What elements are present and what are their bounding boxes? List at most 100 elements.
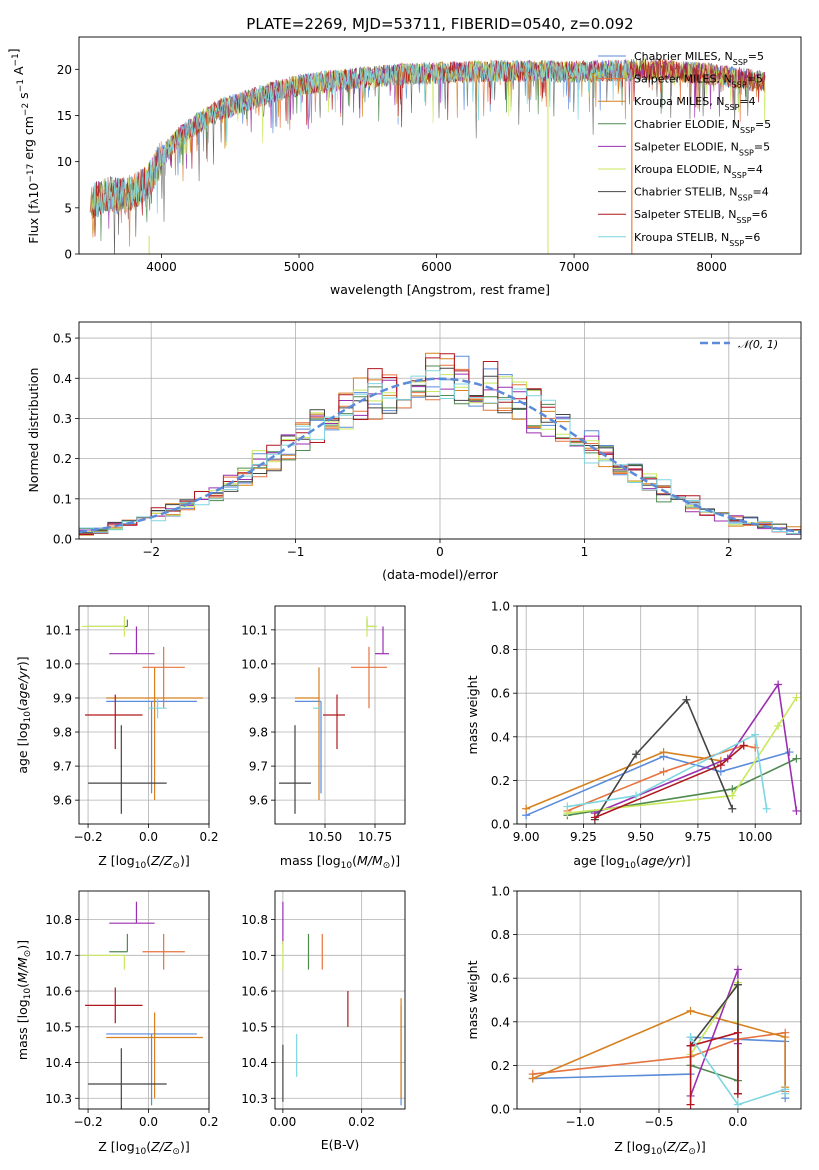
mass_vs_ebv-axes: 0.00 0.02 10.3 10.4 10.5 10.6 10.7 10.8 xyxy=(241,891,405,1129)
mass_weight_vs_age-xtick-label: 9.25 xyxy=(570,830,597,844)
mass_vs_Z-point-kroupa_elodie xyxy=(82,954,125,970)
mass_vs_ebv-ytick-label: 10.6 xyxy=(241,985,268,999)
spectrum-ytick-label: 15 xyxy=(57,109,72,123)
residuals-legend: 𝒩(0, 1) xyxy=(700,338,778,351)
spectrum-ytick-label: 0 xyxy=(64,248,72,262)
hist-step-kroupa_stelib xyxy=(79,370,801,539)
mass_weight_vs_Z-marker-chabrier_stelib xyxy=(733,980,742,989)
age_vs_Z-xtick-label: 0.2 xyxy=(199,830,218,844)
age_vs_mass-xtick-label: 10.75 xyxy=(358,830,392,844)
figure-title: PLATE=2269, MJD=53711, FIBERID=0540, z=0… xyxy=(246,15,633,33)
mass_weight_vs_age-ytick-label: 0.4 xyxy=(491,730,510,744)
age_vs_mass-point-salpeter_stelib xyxy=(323,694,345,750)
age_vs_Z-point-chabrier_stelib xyxy=(88,725,167,814)
spectrum-legend: Chabrier MILES, NSSP=5 Salpeter MILES, NS… xyxy=(598,50,771,247)
age_vs_mass-ytick-label: 9.6 xyxy=(249,794,268,808)
age_vs_Z-point-kroupa_elodie xyxy=(82,616,125,637)
legend-label-chabrier_elodie: Chabrier ELODIE, NSSP=5 xyxy=(634,118,771,135)
mass_weight_vs_Z-marker-salpeter_stelib xyxy=(686,1100,695,1109)
spectrum-xtick-label: 5000 xyxy=(284,260,315,274)
mass_weight_vs_Z-ytick-label: 0.6 xyxy=(491,972,510,986)
residuals-ytick-label: 0.4 xyxy=(53,372,72,386)
mass_weight_vs_age-marker-chabrier_stelib xyxy=(632,750,641,759)
mass_weight_vs_Z-marker-kroupa_miles xyxy=(528,1074,537,1083)
legend-label-salpeter_miles: Salpeter MILES, NSSP=5 xyxy=(634,73,763,90)
legend-label-chabrier_stelib: Chabrier STELIB, NSSP=4 xyxy=(634,186,769,203)
mass_vs_Z-xtick-label: 0.2 xyxy=(199,1115,218,1129)
mass_weight_vs_age-ylabel: mass weight xyxy=(465,675,480,754)
mass_vs_Z-point-chabrier_elodie xyxy=(109,933,128,953)
mass_vs_Z-point-salpeter_stelib xyxy=(85,987,143,1024)
age_vs_mass-xtick-label: 10.50 xyxy=(308,830,342,844)
age_vs_mass-point-chabrier_miles xyxy=(295,700,322,794)
residuals-ytick-label: 0.0 xyxy=(53,533,72,547)
age_vs_mass-axes: 10.50 10.75 9.6 9.7 9.8 9.9 10.0 10.1 xyxy=(241,606,405,844)
spectrum-xtick-label: 8000 xyxy=(696,260,727,274)
residuals-ytick-label: 0.5 xyxy=(53,332,72,346)
mass_weight_vs_age-marker-chabrier_elodie xyxy=(792,754,801,763)
residuals-frame xyxy=(78,321,802,540)
mass_weight_vs_Z-marker-salpeter_stelib xyxy=(733,1028,742,1037)
age_vs_mass-ytick-label: 9.9 xyxy=(249,691,268,705)
age_vs_Z-ytick-label: 9.8 xyxy=(53,726,72,740)
mass_vs_Z-ytick-label: 10.3 xyxy=(45,1092,72,1106)
mass_vs_ebv-ytick-label: 10.5 xyxy=(241,1020,268,1034)
mass_weight_vs_age-ytick-label: 0.8 xyxy=(491,643,510,657)
mass_weight_vs_Z-ytick-label: 0.0 xyxy=(491,1103,510,1117)
mass_weight_vs_age-marker-kroupa_elodie xyxy=(792,693,801,702)
age_vs_Z-ytick-label: 10.0 xyxy=(45,657,72,671)
mass_weight_vs_age-marker-salpeter_miles xyxy=(659,767,668,776)
mass_vs_ebv-frame xyxy=(274,890,406,1110)
mass_weight_vs_age-xtick-label: 9.75 xyxy=(685,830,712,844)
mass_weight_vs_Z-series-salpeter_stelib xyxy=(686,1028,742,1109)
mass_vs_Z-ylabel: mass [log10(M/M⊙)] xyxy=(15,940,33,1060)
mass_weight_vs_age-marker-kroupa_stelib xyxy=(563,802,572,811)
mass_vs_Z-plot-area xyxy=(82,901,203,1109)
mass_vs_ebv-plot-area xyxy=(282,901,402,1106)
mass_weight_vs_Z-xtick-label: −1.0 xyxy=(566,1115,595,1129)
age_vs_Z-xlabel: Z [log10(Z/Z⊙)] xyxy=(98,853,189,871)
mass_weight_vs_age-xtick-label: 10.00 xyxy=(738,830,772,844)
mass_vs_ebv-xtick-label: 0.02 xyxy=(348,1115,375,1129)
mass_weight_vs_Z-plot-area xyxy=(528,965,790,1109)
mass_vs_ebv-xlabel: E(B-V) xyxy=(321,1137,360,1152)
mass_vs_ebv-ytick-label: 10.7 xyxy=(241,949,268,963)
mass_vs_Z-ytick-label: 10.7 xyxy=(45,949,72,963)
mass_vs_ebv-ytick-label: 10.3 xyxy=(241,1092,268,1106)
age_vs_Z-plot-area xyxy=(82,616,203,814)
mass_vs_Z-point-salpeter_elodie xyxy=(109,901,155,924)
residuals-xtick-label: −1 xyxy=(287,545,305,559)
age_vs_mass-point-kroupa_miles xyxy=(295,667,320,801)
mass_weight_vs_age-marker-chabrier_stelib xyxy=(728,804,737,813)
mass_weight_vs_age-marker-salpeter_elodie xyxy=(792,806,801,815)
age_vs_Z-point-kroupa_miles xyxy=(106,667,203,801)
legend-label-salpeter_elodie: Salpeter ELODIE, NSSP=5 xyxy=(634,140,770,157)
mass_weight_vs_age-marker-chabrier_stelib xyxy=(682,695,691,704)
age_vs_Z-point-salpeter_elodie xyxy=(109,626,155,655)
mass_weight_vs_age-line-salpeter_elodie xyxy=(594,682,798,814)
legend-label-chabrier_miles: Chabrier MILES, NSSP=5 xyxy=(634,50,764,67)
mass_vs_ebv-ytick-label: 10.8 xyxy=(241,913,268,927)
legend-label-normal: 𝒩(0, 1) xyxy=(738,338,778,351)
mass_weight_vs_age-marker-salpeter_stelib xyxy=(716,761,725,770)
mass_weight_vs_age-marker-kroupa_stelib xyxy=(762,804,771,813)
mass_weight_vs_age-marker-salpeter_stelib xyxy=(590,813,599,822)
mass_vs_Z-xlabel: Z [log10(Z/Z⊙)] xyxy=(98,1139,189,1157)
mass_weight_vs_Z-xtick-label: 0.0 xyxy=(728,1115,747,1129)
residuals-ylabel: Normed distribution xyxy=(26,368,41,493)
mass_weight_vs_age-series-salpeter_stelib xyxy=(590,741,748,822)
age_vs_Z-ytick-label: 9.9 xyxy=(53,691,72,705)
residuals-xtick-label: −2 xyxy=(142,545,160,559)
mass_vs_Z-point-chabrier_stelib xyxy=(88,1048,167,1109)
mass_weight_vs_Z-marker-kroupa_stelib xyxy=(781,1089,790,1098)
spectrum-ytick-label: 20 xyxy=(57,63,72,77)
mass_vs_Z-ytick-label: 10.8 xyxy=(45,913,72,927)
residuals-xtick-label: 0 xyxy=(436,545,444,559)
mass_weight_vs_Z-ytick-label: 0.4 xyxy=(491,1015,510,1029)
legend-label-kroupa_elodie: Kroupa ELODIE, NSSP=4 xyxy=(634,163,763,180)
age_vs_Z-ytick-label: 10.1 xyxy=(45,623,72,637)
hist-step-salpeter_stelib xyxy=(79,353,801,539)
spectrum-ytick-label: 10 xyxy=(57,155,72,169)
age_vs_mass-ytick-label: 10.1 xyxy=(241,623,268,637)
